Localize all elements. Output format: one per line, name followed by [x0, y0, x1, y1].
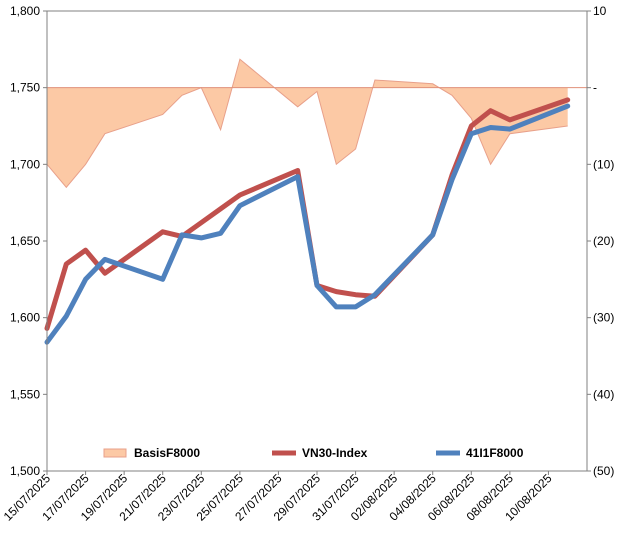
- left-tick-label: 1,600: [10, 311, 40, 325]
- basis-area-outline: [46, 58, 568, 189]
- legend-label-basisf8000: BasisF8000: [134, 446, 200, 460]
- legend-label-41i1f8000: 41I1F8000: [466, 446, 524, 460]
- right-tick-label: 10: [593, 4, 607, 18]
- left-tick-label: 1,800: [10, 4, 40, 18]
- left-tick-label: 1,700: [10, 157, 40, 171]
- 41i1f8000-line: [44, 103, 571, 345]
- basis-area-fill: [47, 59, 568, 188]
- right-tick-label: (30): [593, 311, 614, 325]
- legend: BasisF8000 VN30-Index 41I1F8000: [103, 446, 524, 460]
- right-tick-label: (20): [593, 234, 614, 248]
- left-tick-label: 1,650: [10, 234, 40, 248]
- plot-area: [46, 10, 588, 472]
- right-tick-label: (10): [593, 157, 614, 171]
- left-tick-label: 1,500: [10, 464, 40, 478]
- line-series-layer: [44, 97, 571, 345]
- right-tick-label: (50): [593, 464, 614, 478]
- right-tick-label: (40): [593, 387, 614, 401]
- right-tick-label: -: [593, 81, 597, 95]
- left-tick-label: 1,550: [10, 387, 40, 401]
- left-tick-label: 1,750: [10, 81, 40, 95]
- plot-frame: [46, 10, 588, 472]
- legend-swatch-basisf8000: [103, 448, 127, 458]
- legend-label-vn30-index: VN30-Index: [302, 446, 368, 460]
